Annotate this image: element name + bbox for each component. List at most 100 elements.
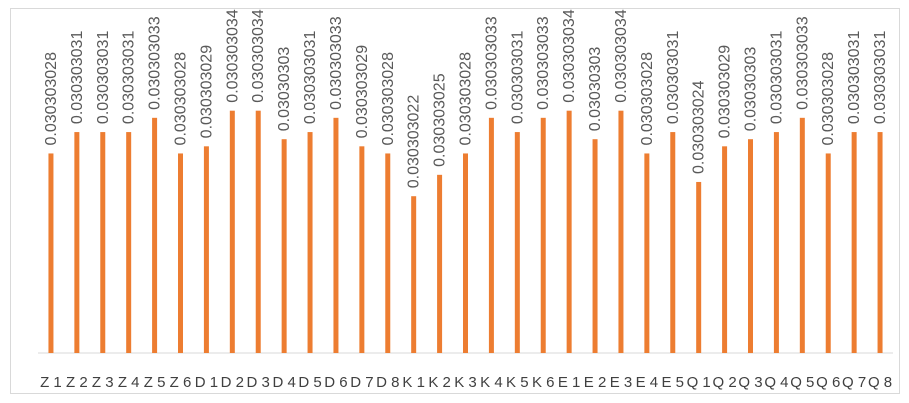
x-tick-label: Z 1	[40, 374, 62, 391]
data-label: 0.030303033	[328, 16, 345, 110]
data-label: 0.03030303	[587, 47, 604, 132]
bar-d2	[229, 110, 235, 353]
bar-k5	[514, 132, 520, 353]
bar-e5	[670, 132, 676, 353]
bar-z3	[100, 132, 106, 353]
bar-z5	[152, 117, 158, 353]
bar-q5	[799, 117, 805, 353]
x-tick-label: E 3	[610, 374, 633, 391]
bar-d5	[307, 132, 313, 353]
data-label: 0.030303028	[820, 52, 837, 146]
data-label: 0.030303034	[613, 9, 630, 103]
data-label: 0.030303034	[224, 9, 241, 103]
data-label: 0.030303025	[432, 73, 449, 167]
data-label: 0.030303034	[250, 9, 267, 103]
x-tick-label: K 2	[428, 374, 451, 391]
data-label: 0.030303028	[380, 52, 397, 146]
data-label: 0.030303031	[509, 31, 526, 125]
data-label: 0.030303031	[69, 31, 86, 125]
data-label: 0.030303034	[561, 9, 578, 103]
data-label: 0.030303028	[458, 52, 475, 146]
x-tick-label: D 4	[272, 374, 295, 391]
data-label: 0.030303033	[794, 16, 811, 110]
x-tick-label: D 2	[221, 374, 244, 391]
data-label: 0.030303033	[483, 16, 500, 110]
data-label: 0.030303031	[768, 31, 785, 125]
x-tick-label: D 8	[376, 374, 399, 391]
bar-d3	[255, 110, 261, 353]
bar-e4	[644, 153, 650, 353]
bar-k3	[463, 153, 468, 353]
x-tick-label: D 3	[247, 374, 270, 391]
bar-z1	[48, 153, 54, 353]
x-tick-label: E 2	[584, 374, 607, 391]
bar-q6	[825, 153, 831, 353]
bar-k2	[437, 174, 443, 353]
bar-e1	[566, 110, 572, 353]
bar-k6	[540, 117, 546, 353]
x-tick-label: D 5	[298, 374, 321, 391]
bar-q4	[773, 132, 779, 353]
data-label: 0.030303028	[43, 52, 60, 146]
x-tick-label: E 4	[636, 374, 659, 391]
x-tick-label: Q 5	[790, 374, 814, 391]
x-tick-label: K 6	[532, 374, 555, 391]
x-tick-label: K 4	[480, 374, 503, 391]
data-labels-layer: 0.030303028 0.030303031 0.030303031 0.03030…	[43, 9, 889, 188]
data-label: 0.030303031	[665, 31, 682, 125]
x-tick-label: Q 8	[868, 374, 892, 391]
data-label: 0.030303028	[639, 52, 656, 146]
x-tick-label: Q 1	[687, 374, 711, 391]
bar-d6	[333, 117, 339, 353]
x-tick-label: E 5	[662, 374, 685, 391]
data-label: 0.030303033	[147, 16, 164, 110]
bar-z6	[178, 153, 183, 353]
x-tick-label: Q 3	[738, 374, 762, 391]
x-tick-label: Z 3	[92, 374, 114, 391]
x-tick-label: D 7	[350, 374, 373, 391]
x-tick-label: E 1	[558, 374, 581, 391]
bar-e3	[618, 110, 624, 353]
bar-q1	[696, 181, 702, 353]
data-label: 0.03030303	[743, 47, 760, 132]
x-tick-label: D 1	[195, 374, 218, 391]
bar-k1	[411, 196, 417, 353]
bar-z4	[126, 132, 132, 353]
data-label: 0.030303024	[691, 80, 708, 174]
data-label: 0.030303029	[198, 45, 215, 139]
x-tick-label: Z 4	[118, 374, 140, 391]
x-tick-label: Q 7	[842, 374, 866, 391]
bar-d8	[385, 153, 391, 353]
data-label: 0.030303031	[121, 31, 138, 125]
data-label: 0.030303029	[717, 45, 734, 139]
x-tick-label: Q 2	[712, 374, 736, 391]
data-label: 0.030303029	[354, 45, 371, 139]
x-tick-label: D 6	[324, 374, 347, 391]
x-tick-label: Q 4	[764, 374, 788, 391]
bar-q7	[851, 132, 857, 353]
bar-d4	[281, 139, 287, 353]
x-tick-label: K 5	[506, 374, 529, 391]
bar-q3	[748, 139, 753, 353]
bar-k4	[488, 117, 494, 353]
x-tick-label: Z 5	[144, 374, 166, 391]
bar-z2	[74, 132, 80, 353]
data-label: 0.030303031	[95, 31, 112, 125]
x-tick-label: K 3	[454, 374, 477, 391]
bar-d7	[359, 146, 365, 353]
data-label: 0.030303031	[302, 31, 319, 125]
data-label: 0.030303033	[535, 16, 552, 110]
bar-q8	[877, 132, 883, 353]
x-tick-label: Z 2	[66, 374, 88, 391]
x-tick-label: Z 6	[170, 374, 192, 391]
x-tick-label: Q 6	[816, 374, 840, 391]
data-label: 0.03030303	[276, 47, 293, 132]
data-label: 0.030303031	[846, 31, 863, 125]
data-label: 0.030303022	[406, 95, 423, 189]
bar-e2	[592, 139, 598, 353]
bars-layer	[48, 110, 883, 353]
data-label: 0.030303028	[173, 52, 190, 146]
data-label: 0.030303031	[872, 31, 889, 125]
